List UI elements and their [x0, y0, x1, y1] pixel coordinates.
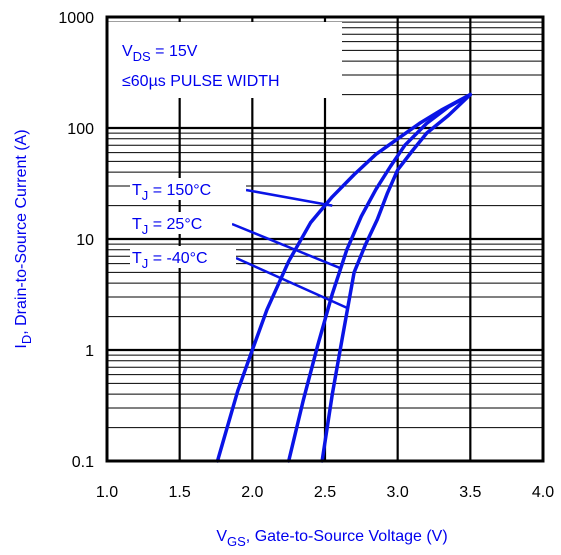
- svg-text:TJ = 25°C: TJ = 25°C: [132, 216, 202, 237]
- x-tick-label: 1.0: [96, 484, 118, 501]
- annotation-vds: VDS = 15V: [122, 43, 198, 64]
- y-tick-label: 1000: [58, 10, 94, 27]
- x-tick-label: 3.5: [459, 484, 481, 501]
- y-tick-label: 10: [76, 232, 94, 249]
- series-label-150c: TJ = 150°C: [130, 178, 246, 203]
- x-tick-label: 2.0: [241, 484, 263, 501]
- series-label-minus40c: TJ = -40°C: [130, 246, 236, 271]
- x-tick-label: 3.0: [387, 484, 409, 501]
- x-axis-label: VGS, Gate-to-Source Voltage (V): [216, 528, 447, 549]
- tick-labels: 1.0 1.5 2.0 2.5 3.0 3.5 4.0 0.1 1 10 100 1000: [58, 10, 554, 501]
- series-line-0: [215, 92, 473, 463]
- y-tick-label: 0.1: [72, 454, 94, 471]
- series-line-2: [320, 92, 473, 463]
- svg-text:TJ = -40°C: TJ = -40°C: [132, 250, 208, 271]
- leader-line-2: [235, 256, 348, 309]
- annotation-pulse-width: ≤60µs PULSE WIDTH: [122, 73, 280, 90]
- y-axis-label: ID, Drain-to-Source Current (A): [13, 129, 34, 348]
- leader-line-1: [231, 222, 341, 269]
- data-curves: [215, 92, 473, 463]
- y-tick-label: 100: [67, 121, 94, 138]
- plot-frame: [105, 15, 545, 463]
- series-line-1: [286, 92, 473, 463]
- grid: [107, 17, 543, 461]
- series-label-25c: TJ = 25°C: [130, 212, 232, 237]
- label-leader-lines: [231, 188, 348, 309]
- x-tick-label: 2.5: [314, 484, 336, 501]
- leader-line-0: [245, 188, 333, 207]
- svg-text:TJ = 150°C: TJ = 150°C: [132, 182, 211, 203]
- annotation-box: [100, 22, 342, 98]
- y-tick-label: 1: [85, 343, 94, 360]
- x-tick-label: 4.0: [532, 484, 554, 501]
- x-tick-label: 1.5: [169, 484, 191, 501]
